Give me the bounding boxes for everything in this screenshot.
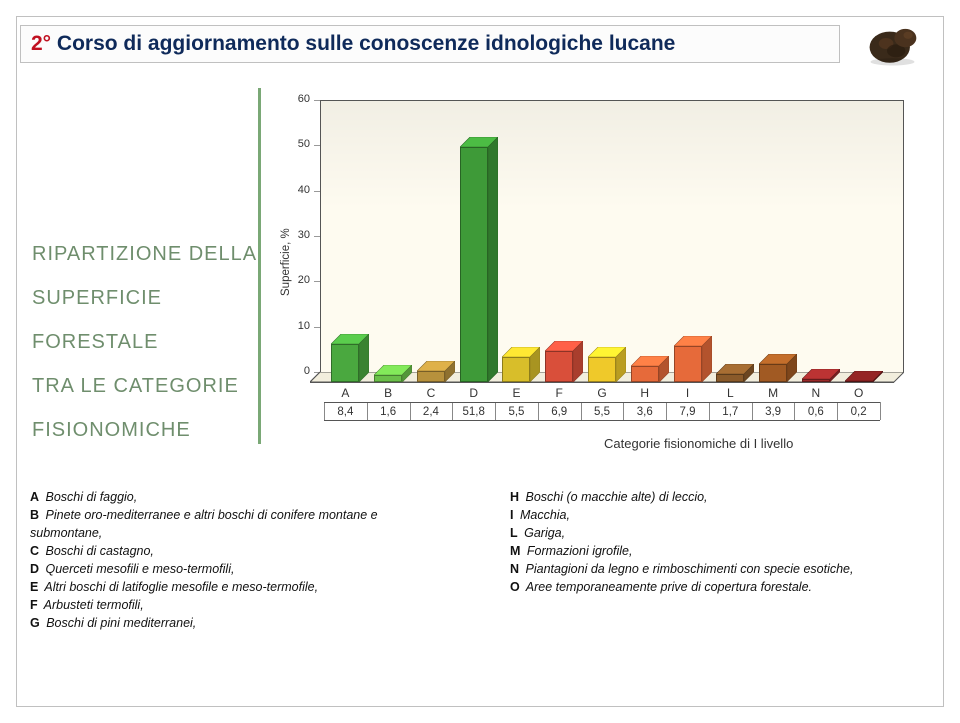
legend-col-left: A Boschi di faggio,B Pinete oro-mediterr… xyxy=(30,488,430,632)
x-category-label: E xyxy=(512,386,520,400)
header: 2° Corso di aggiornamento sulle conoscen… xyxy=(20,22,926,66)
y-tick-label: 10 xyxy=(280,320,310,332)
y-tick-label: 40 xyxy=(280,184,310,196)
x-value-label: 51,8 xyxy=(462,406,484,418)
x-category-label: I xyxy=(686,386,689,400)
legend-row: L Gariga, xyxy=(510,524,910,542)
bar xyxy=(845,371,883,382)
side-title-l4: FISIONOMICHE xyxy=(32,408,262,452)
x-value-label: 0,2 xyxy=(851,406,867,418)
x-category-label: H xyxy=(640,386,649,400)
plot-left-edge xyxy=(310,100,321,383)
side-title-l2: SUPERFICIE FORESTALE xyxy=(32,276,262,364)
x-category-label: M xyxy=(768,386,778,400)
x-value-label: 3,6 xyxy=(637,406,653,418)
page-title: 2° Corso di aggiornamento sulle conoscen… xyxy=(31,32,829,56)
x-category-label: O xyxy=(854,386,863,400)
x-axis-title: Categorie fisionomiche di I livello xyxy=(604,436,793,451)
x-value-label: 6,9 xyxy=(551,406,567,418)
x-category-label: N xyxy=(812,386,821,400)
legend-row: O Aree temporaneamente prive di copertur… xyxy=(510,578,910,596)
legend-row: B Pinete oro-mediterranee e altri boschi… xyxy=(30,506,430,542)
x-value-label: 5,5 xyxy=(508,406,524,418)
bar xyxy=(374,365,412,382)
bar-chart: Superficie, % 0102030405060A8,4B1,6C2,4D… xyxy=(264,88,916,444)
bar xyxy=(588,347,626,382)
x-value-label: 7,9 xyxy=(680,406,696,418)
legend-row: E Altri boschi di latifoglie mesofile e … xyxy=(30,578,430,596)
legend-row: G Boschi di pini mediterranei, xyxy=(30,614,430,632)
x-category-label: F xyxy=(556,386,563,400)
legend-row: D Querceti mesofili e meso-termofili, xyxy=(30,560,430,578)
x-value-label: 2,4 xyxy=(423,406,439,418)
bar xyxy=(417,361,455,382)
legend-row: C Boschi di castagno, xyxy=(30,542,430,560)
bar xyxy=(759,354,797,382)
y-tick-label: 60 xyxy=(280,93,310,105)
x-value-label: 5,5 xyxy=(594,406,610,418)
legend-row: N Piantagioni da legno e rimboschimenti … xyxy=(510,560,910,578)
x-value-label: 3,9 xyxy=(765,406,781,418)
x-value-label: 1,6 xyxy=(380,406,396,418)
side-title-l1: RIPARTIZIONE DELLA xyxy=(32,232,262,276)
plot-back-wall xyxy=(320,100,904,372)
legend-row: H Boschi (o macchie alte) di leccio, xyxy=(510,488,910,506)
truffle-icon xyxy=(865,16,920,71)
x-value-label: 0,6 xyxy=(808,406,824,418)
legend-row: A Boschi di faggio, xyxy=(30,488,430,506)
bar xyxy=(502,347,540,382)
legend-row: I Macchia, xyxy=(510,506,910,524)
legend: A Boschi di faggio,B Pinete oro-mediterr… xyxy=(30,488,934,632)
x-category-label: C xyxy=(427,386,436,400)
x-category-label: A xyxy=(341,386,349,400)
bar xyxy=(631,356,669,382)
legend-col-right: H Boschi (o macchie alte) di leccio,I Ma… xyxy=(510,488,910,632)
title-num: 2° xyxy=(31,32,51,55)
bar xyxy=(545,341,583,382)
legend-row: F Arbusteti termofili, xyxy=(30,596,430,614)
y-tick-label: 30 xyxy=(280,229,310,241)
bar xyxy=(331,334,369,382)
x-category-label: D xyxy=(469,386,478,400)
x-value-label: 1,7 xyxy=(722,406,738,418)
bar xyxy=(674,336,712,382)
bar xyxy=(802,369,840,382)
bar xyxy=(716,364,754,382)
title-text: Corso di aggiornamento sulle conoscenze … xyxy=(51,32,675,55)
side-title-l3: TRA LE CATEGORIE xyxy=(32,364,262,408)
legend-row: M Formazioni igrofile, xyxy=(510,542,910,560)
header-box: 2° Corso di aggiornamento sulle conoscen… xyxy=(20,25,840,63)
bar xyxy=(460,137,498,382)
x-category-label: B xyxy=(384,386,392,400)
x-category-label: G xyxy=(597,386,606,400)
y-tick-label: 20 xyxy=(280,274,310,286)
x-value-label: 8,4 xyxy=(337,406,353,418)
side-title: RIPARTIZIONE DELLA SUPERFICIE FORESTALE … xyxy=(32,232,262,452)
y-tick-label: 0 xyxy=(280,365,310,377)
x-category-label: L xyxy=(727,386,734,400)
y-tick-label: 50 xyxy=(280,138,310,150)
